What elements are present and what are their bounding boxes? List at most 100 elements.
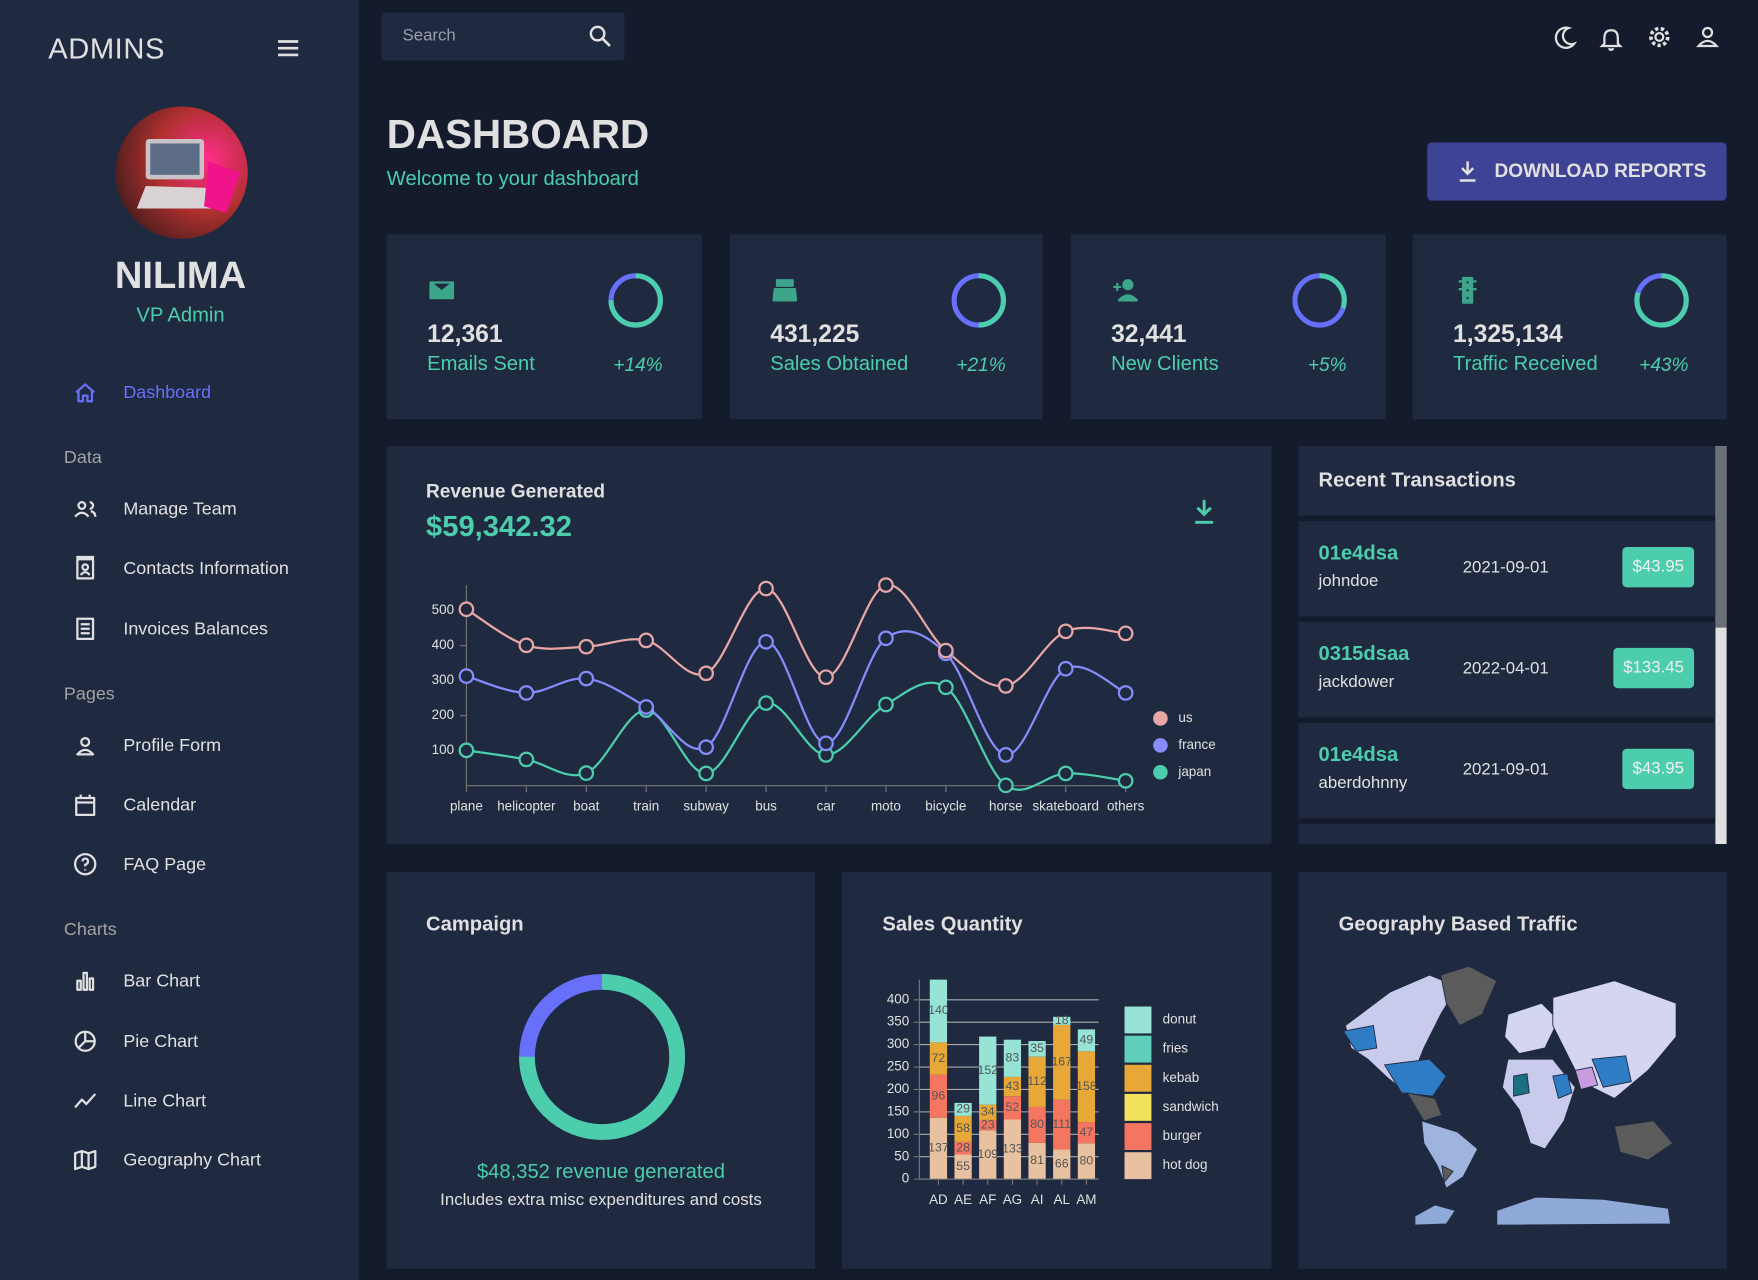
y-tick-label: 100 [432, 742, 454, 757]
stat-ring [1292, 273, 1347, 328]
campaign-ring [519, 974, 686, 1140]
x-tick-label: bicycle [925, 799, 966, 814]
bar-value-label: 83 [1006, 1051, 1020, 1065]
legend-label: donut [1163, 1012, 1197, 1027]
x-tick-label: bus [755, 799, 777, 814]
bar-value-label: 23 [981, 1117, 995, 1131]
x-tick-label: others [1107, 799, 1145, 814]
stat-value: 1,325,134 [1453, 319, 1563, 348]
point [818, 735, 834, 752]
nav-item[interactable]: Pie Chart [123, 1031, 199, 1051]
revenue-amount: $59,342.32 [426, 508, 572, 543]
transaction-id: 01e4dsa [1318, 743, 1399, 766]
nav-section: Charts [63, 920, 117, 940]
scrollbar-thumb[interactable] [1715, 446, 1727, 628]
legend-swatch [1124, 1152, 1152, 1180]
point [638, 699, 655, 715]
ring-progress [1292, 273, 1347, 328]
x-tick-label: helicopter [497, 799, 556, 814]
nav-item[interactable]: Calendar [123, 795, 197, 815]
point [938, 679, 954, 696]
africa-west [1513, 1073, 1530, 1097]
settings-icon[interactable] [1649, 26, 1670, 48]
stat-increase: +21% [956, 354, 1006, 376]
profile-icon[interactable] [1696, 26, 1720, 48]
mexico [1406, 1092, 1443, 1122]
nav-item[interactable]: Manage Team [123, 499, 237, 519]
bar-segment [929, 1074, 948, 1118]
legend-swatch [1153, 764, 1168, 780]
nav-item[interactable]: Contacts Information [123, 559, 289, 579]
point [578, 638, 595, 655]
notification-icon[interactable] [1599, 29, 1623, 51]
nav-icon [73, 853, 97, 876]
y-tick-label: 300 [887, 1036, 909, 1051]
bar-segment [1053, 1149, 1071, 1180]
bar-segment [954, 1141, 972, 1155]
point [758, 580, 774, 597]
nav-item[interactable]: Geography Chart [123, 1151, 261, 1171]
bar-segment [979, 1130, 997, 1180]
bar-value-label: 58 [956, 1121, 970, 1135]
nav-item[interactable]: Dashboard [123, 383, 212, 403]
nav-item[interactable]: Line Chart [123, 1091, 207, 1111]
theme-icon[interactable] [1554, 26, 1578, 49]
world-map [1342, 965, 1677, 1226]
nav-section: Data [63, 448, 102, 468]
x-tick-label: plane [450, 799, 483, 814]
point [518, 751, 535, 768]
y-tick-label: 500 [432, 602, 454, 617]
stat-ring [1634, 273, 1689, 328]
legend-label: france [1178, 737, 1215, 752]
nav-icon [74, 1030, 96, 1052]
north-america [1344, 974, 1459, 1094]
stat-card [1070, 234, 1386, 420]
stat-ring [951, 273, 1006, 328]
india [1574, 1066, 1599, 1091]
bar-segment [929, 1042, 948, 1075]
nav-icon [74, 1092, 97, 1108]
menu-toggle[interactable] [276, 37, 301, 59]
stat-label: Sales Obtained [770, 351, 909, 375]
stat-icon [1458, 276, 1477, 304]
x-tick-label: boat [573, 799, 599, 814]
download-icon [1459, 161, 1476, 182]
transaction-user: aberdohnny [1318, 773, 1408, 793]
x-tick-label: AD [929, 1192, 948, 1207]
bar-segment [954, 1102, 972, 1116]
bar-segment [1077, 1051, 1096, 1123]
south-america [1421, 1120, 1479, 1189]
nav-item[interactable]: Invoices Balances [123, 619, 268, 639]
point [878, 696, 894, 713]
transaction-user: jackdower [1318, 672, 1395, 692]
bar-value-label: 152 [977, 1063, 998, 1077]
nav-section: Pages [63, 684, 115, 704]
search-icon[interactable] [587, 24, 612, 49]
point [518, 637, 535, 654]
nav-item[interactable]: FAQ Page [123, 855, 207, 875]
revenue-title: Revenue Generated [426, 480, 606, 503]
bar-segment [979, 1036, 997, 1105]
revenue-download[interactable] [1192, 498, 1217, 527]
nav-item[interactable]: Profile Form [123, 735, 222, 755]
search-box[interactable] [381, 12, 625, 61]
bar-value-label: 35 [1030, 1041, 1044, 1055]
stat-increase: +5% [1307, 354, 1347, 376]
bar-value-label: 47 [1080, 1125, 1094, 1139]
bar-segment [979, 1104, 997, 1120]
download-button[interactable]: DOWNLOAD REPORTS [1427, 142, 1727, 201]
nav-item[interactable]: Bar Chart [123, 971, 201, 992]
x-tick-label: AG [1003, 1192, 1022, 1207]
transactions-header [1298, 446, 1716, 516]
point [938, 642, 954, 659]
campaign-note: Includes extra misc expenditures and cos… [440, 1190, 762, 1210]
search-placeholder: Search [402, 25, 456, 45]
transaction-cost: $133.45 [1613, 647, 1695, 689]
avatar[interactable] [114, 105, 249, 240]
nav-icon [75, 794, 96, 816]
legend-swatch [1153, 711, 1168, 726]
point [1117, 685, 1134, 701]
alaska [1342, 1025, 1378, 1052]
stat-increase: +14% [613, 354, 663, 376]
